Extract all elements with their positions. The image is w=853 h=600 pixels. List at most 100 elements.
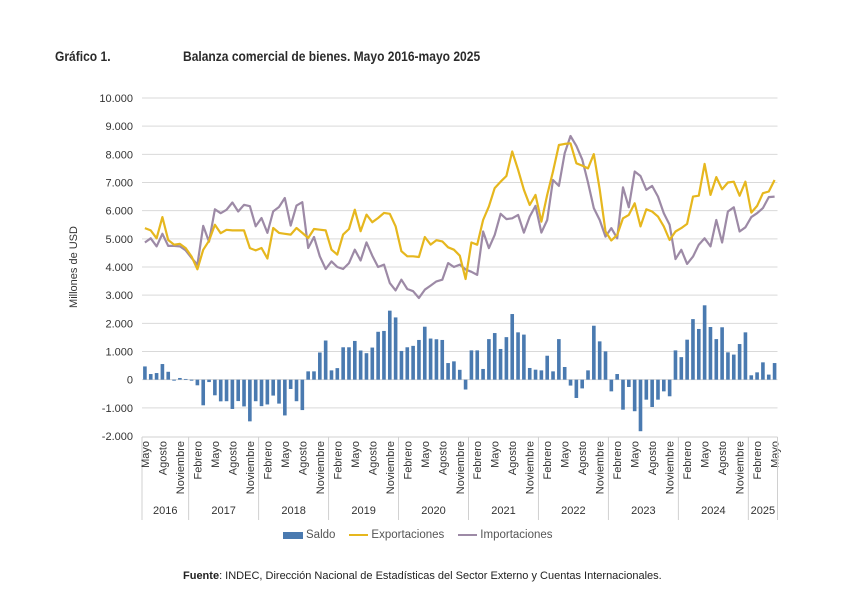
- chart-title: Balanza comercial de bienes. Mayo 2016-m…: [183, 48, 481, 64]
- saldo-bar: [376, 331, 380, 380]
- x-tick-month-label: Agosto: [577, 441, 589, 475]
- x-tick-year-label: 2021: [491, 505, 515, 517]
- saldo-bar: [714, 339, 719, 380]
- saldo-bar: [236, 379, 241, 402]
- x-tick-month-label: Febrero: [472, 441, 484, 480]
- y-tick-label: 1.000: [105, 347, 133, 359]
- saldo-bar: [457, 369, 462, 380]
- saldo-bar: [650, 379, 654, 407]
- x-tick-month-label: Febrero: [192, 441, 204, 480]
- saldo-bar: [172, 379, 176, 381]
- saldo-bar: [224, 379, 229, 402]
- x-tick-month-label: Noviembre: [525, 441, 537, 494]
- x-tick-month-label: Mayo: [700, 441, 712, 468]
- saldo-bar: [201, 379, 206, 406]
- x-tick-month-label: Noviembre: [175, 441, 187, 494]
- y-tick-label: -2.000: [102, 431, 133, 443]
- saldo-bar: [382, 330, 386, 380]
- saldo-bar: [562, 366, 567, 380]
- saldo-bar: [539, 370, 544, 380]
- x-tick-month-label: Mayo: [210, 441, 222, 468]
- saldo-bar: [731, 354, 736, 380]
- saldo-bar: [749, 375, 754, 380]
- saldo-bar: [452, 361, 456, 380]
- figure-label: Gráfico 1.: [55, 48, 111, 64]
- saldo-bar: [632, 379, 637, 412]
- saldo-bar: [352, 340, 357, 380]
- saldo-bar: [213, 379, 217, 396]
- saldo-bar: [143, 366, 147, 380]
- saldo-bar: [154, 373, 159, 380]
- saldo-bar: [621, 379, 625, 410]
- saldo-bar: [183, 378, 188, 380]
- x-tick-month-label: Noviembre: [385, 441, 397, 494]
- legend-item-importaciones: Importaciones: [458, 529, 553, 541]
- y-tick-label: 7.000: [105, 178, 133, 190]
- saldo-bar: [283, 379, 287, 416]
- legend-item-exportaciones: Exportaciones: [349, 529, 444, 541]
- saldo-bar: [696, 328, 701, 380]
- x-tick-month-label: Agosto: [647, 441, 659, 475]
- saldo-bar: [318, 352, 322, 380]
- saldo-bar: [603, 351, 608, 380]
- saldo-bar: [720, 327, 724, 380]
- y-tick-label: -1.000: [102, 403, 133, 415]
- saldo-bar: [207, 379, 211, 383]
- importaciones-line: [144, 134, 775, 300]
- x-axis: Mayo Agosto Noviembre Febrero Mayo Agosto Novi…: [140, 436, 782, 520]
- saldo-bar: [434, 339, 439, 380]
- y-axis-title: Millones de USD: [68, 226, 80, 308]
- saldo-bar: [178, 377, 182, 380]
- saldo-bar: [708, 326, 713, 380]
- x-tick-year-label: 2023: [631, 505, 655, 517]
- saldo-bar: [294, 379, 299, 402]
- legend-swatch-importaciones: [458, 534, 478, 536]
- saldo-bars: [143, 305, 777, 432]
- saldo-bar: [469, 350, 474, 380]
- legend: Saldo Exportaciones Importaciones: [283, 529, 567, 541]
- saldo-bar: [679, 357, 684, 380]
- y-tick-label: 5.000: [105, 234, 133, 246]
- x-tick-month-label: Agosto: [157, 441, 169, 475]
- x-tick-month-label: Agosto: [437, 441, 449, 475]
- saldo-bar: [574, 379, 579, 398]
- saldo-bar: [370, 347, 375, 380]
- saldo-bar: [609, 379, 614, 392]
- saldo-bar: [510, 314, 515, 380]
- x-tick-month-label: Agosto: [717, 441, 729, 475]
- x-tick-year-label: 2020: [421, 505, 445, 517]
- saldo-bar: [393, 317, 398, 380]
- saldo-bar: [568, 379, 573, 386]
- y-tick-label: 6.000: [105, 206, 133, 218]
- saldo-bar: [492, 333, 497, 380]
- saldo-bar: [166, 371, 171, 380]
- saldo-bar: [522, 334, 526, 380]
- legend-label-saldo: Saldo: [306, 529, 336, 541]
- x-tick-month-label: Noviembre: [665, 441, 677, 494]
- x-tick-year-label: 2017: [211, 505, 235, 517]
- x-tick-month-label: Agosto: [367, 441, 379, 475]
- saldo-bar: [248, 379, 252, 422]
- x-tick-month-label: Febrero: [542, 441, 554, 480]
- saldo-bar: [527, 367, 532, 380]
- x-tick-month-label: Noviembre: [455, 441, 467, 494]
- saldo-bar: [335, 368, 340, 380]
- x-tick-month-label: Mayo: [350, 441, 362, 468]
- saldo-bar: [312, 371, 316, 380]
- saldo-bar: [761, 362, 765, 380]
- exportaciones-line: [144, 142, 776, 281]
- saldo-bar: [766, 374, 771, 380]
- saldo-bar: [323, 340, 328, 380]
- x-tick-month-label: Febrero: [682, 441, 694, 480]
- saldo-bar: [662, 379, 666, 392]
- saldo-bar: [446, 363, 450, 380]
- saldo-bar: [411, 345, 415, 380]
- saldo-bar: [656, 379, 660, 400]
- saldo-bar: [627, 379, 631, 387]
- x-tick-year-label: 2018: [281, 505, 305, 517]
- saldo-bar: [347, 347, 351, 380]
- x-tick-year-label: 2025: [751, 505, 775, 517]
- x-tick-month-label: Agosto: [297, 441, 309, 475]
- x-tick-month-label: Agosto: [507, 441, 519, 475]
